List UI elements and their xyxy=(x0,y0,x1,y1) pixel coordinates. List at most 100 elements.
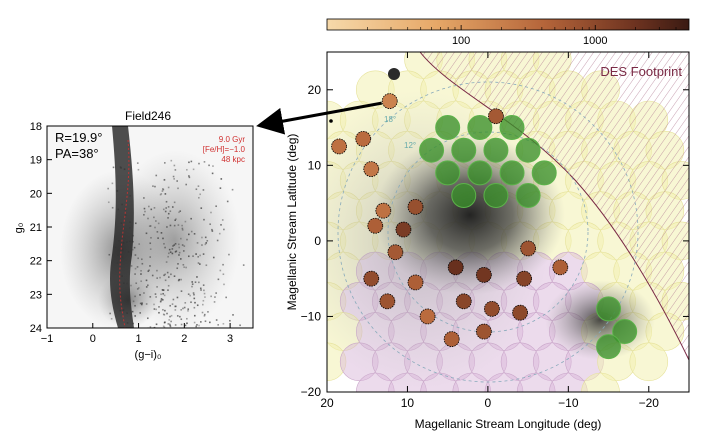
cmd-star-point xyxy=(149,225,152,227)
cmd-star-point xyxy=(147,217,149,220)
cmd-star-point xyxy=(140,270,142,272)
cmd-star-point xyxy=(112,166,115,169)
cmd-star-point xyxy=(118,240,120,242)
cmd-star-point xyxy=(171,248,174,250)
cmd-star-point xyxy=(137,287,140,289)
cmd-star-point xyxy=(174,324,177,326)
field-pointer-arrow xyxy=(256,101,383,135)
cmd-star-point xyxy=(176,315,179,317)
cmd-star-point xyxy=(165,200,168,203)
cmd-star-point xyxy=(153,207,156,209)
green-field xyxy=(467,160,493,186)
cmd-star-point xyxy=(177,224,180,226)
cmd-star-point xyxy=(181,244,184,246)
field-marker xyxy=(419,308,436,325)
cmd-star-point xyxy=(108,253,111,256)
field-marker xyxy=(455,293,472,310)
colorbar-ticks: 100 1000 xyxy=(367,25,677,47)
cmd-star-point xyxy=(204,320,207,323)
cmd-star-point xyxy=(149,265,151,267)
cmd-star-point xyxy=(223,228,225,231)
cmd-star-point xyxy=(166,271,169,274)
cmd-star-point xyxy=(193,293,195,296)
cmd-star-point xyxy=(190,160,193,163)
cmd-x-tick-label: 3 xyxy=(227,333,233,345)
map-x-tick-label: −20 xyxy=(639,396,660,410)
cmd-star-point xyxy=(136,162,139,164)
field-marker xyxy=(363,161,380,178)
cmd-star-point xyxy=(178,251,181,254)
cmd-star-point xyxy=(219,187,222,189)
cmd-star-point xyxy=(209,223,211,226)
cmd-star-point xyxy=(185,266,187,269)
cmd-star-point xyxy=(205,264,208,267)
cmd-star-point xyxy=(140,258,143,261)
cmd-star-point xyxy=(173,178,175,180)
field-marker xyxy=(512,304,528,321)
cmd-star-point xyxy=(192,255,194,257)
green-field xyxy=(483,183,509,209)
map-y-tick-label: −20 xyxy=(301,385,322,399)
colorbar-tick-label: 100 xyxy=(452,35,470,47)
cmd-star-point xyxy=(149,256,152,258)
cmd-star-point xyxy=(164,246,166,249)
cmd-star-points xyxy=(107,159,245,328)
cmd-star-point xyxy=(162,292,164,295)
cmd-star-point xyxy=(164,273,166,276)
cmd-star-point xyxy=(162,289,165,291)
cmd-star-point xyxy=(163,294,166,297)
cmd-star-point xyxy=(178,211,180,214)
cmd-star-point xyxy=(147,284,149,287)
cmd-star-point xyxy=(140,280,142,283)
cmd-star-point xyxy=(190,230,193,233)
cmd-star-point xyxy=(121,249,124,251)
cmd-star-point xyxy=(173,224,176,227)
cmd-star-point xyxy=(167,186,170,189)
cmd-star-point xyxy=(134,254,137,256)
cmd-title: Field246 xyxy=(125,109,171,123)
cmd-star-point xyxy=(127,251,130,253)
cmd-x-tick-label: −1 xyxy=(41,333,54,345)
cmd-star-point xyxy=(166,226,168,228)
cmd-star-point xyxy=(215,205,217,208)
cmd-star-point xyxy=(186,317,188,320)
cmd-star-point xyxy=(162,313,165,316)
cmd-star-point xyxy=(136,266,139,268)
cmd-star-point xyxy=(109,312,111,315)
cmd-star-point xyxy=(193,306,196,309)
cmd-star-point xyxy=(177,263,179,265)
cmd-star-point xyxy=(167,212,170,215)
cmd-star-point xyxy=(222,273,225,276)
field-marker xyxy=(355,130,372,147)
cmd-star-point xyxy=(239,324,241,327)
cmd-star-point xyxy=(123,168,126,171)
cmd-star-point xyxy=(177,279,180,282)
cmd-star-point xyxy=(187,308,190,310)
cmd-star-point xyxy=(163,314,166,316)
cmd-star-point xyxy=(182,250,185,252)
cmd-star-point xyxy=(184,302,187,304)
field-marker xyxy=(447,259,464,276)
cmd-star-point xyxy=(212,165,214,167)
cmd-star-point xyxy=(126,312,128,314)
cmd-star-point xyxy=(154,185,156,188)
green-field xyxy=(515,183,541,209)
cmd-star-point xyxy=(231,188,234,191)
field-marker xyxy=(363,270,380,287)
cmd-star-point xyxy=(116,190,119,192)
cmd-star-point xyxy=(229,319,231,322)
cmd-star-point xyxy=(130,265,133,267)
cmd-star-point xyxy=(221,219,224,221)
cmd-star-point xyxy=(200,321,202,323)
cmd-star-point xyxy=(202,253,205,255)
cmd-star-point xyxy=(198,162,200,165)
cmd-star-point xyxy=(179,315,181,318)
cmd-star-point xyxy=(139,302,142,305)
radius-circle-18 xyxy=(337,81,639,383)
cmd-star-point xyxy=(134,304,136,307)
survey-tile xyxy=(581,372,620,392)
cmd-star-point xyxy=(209,321,211,324)
survey-tile xyxy=(549,372,588,392)
cmd-star-point xyxy=(198,196,200,199)
cmd-star-point xyxy=(162,188,164,190)
